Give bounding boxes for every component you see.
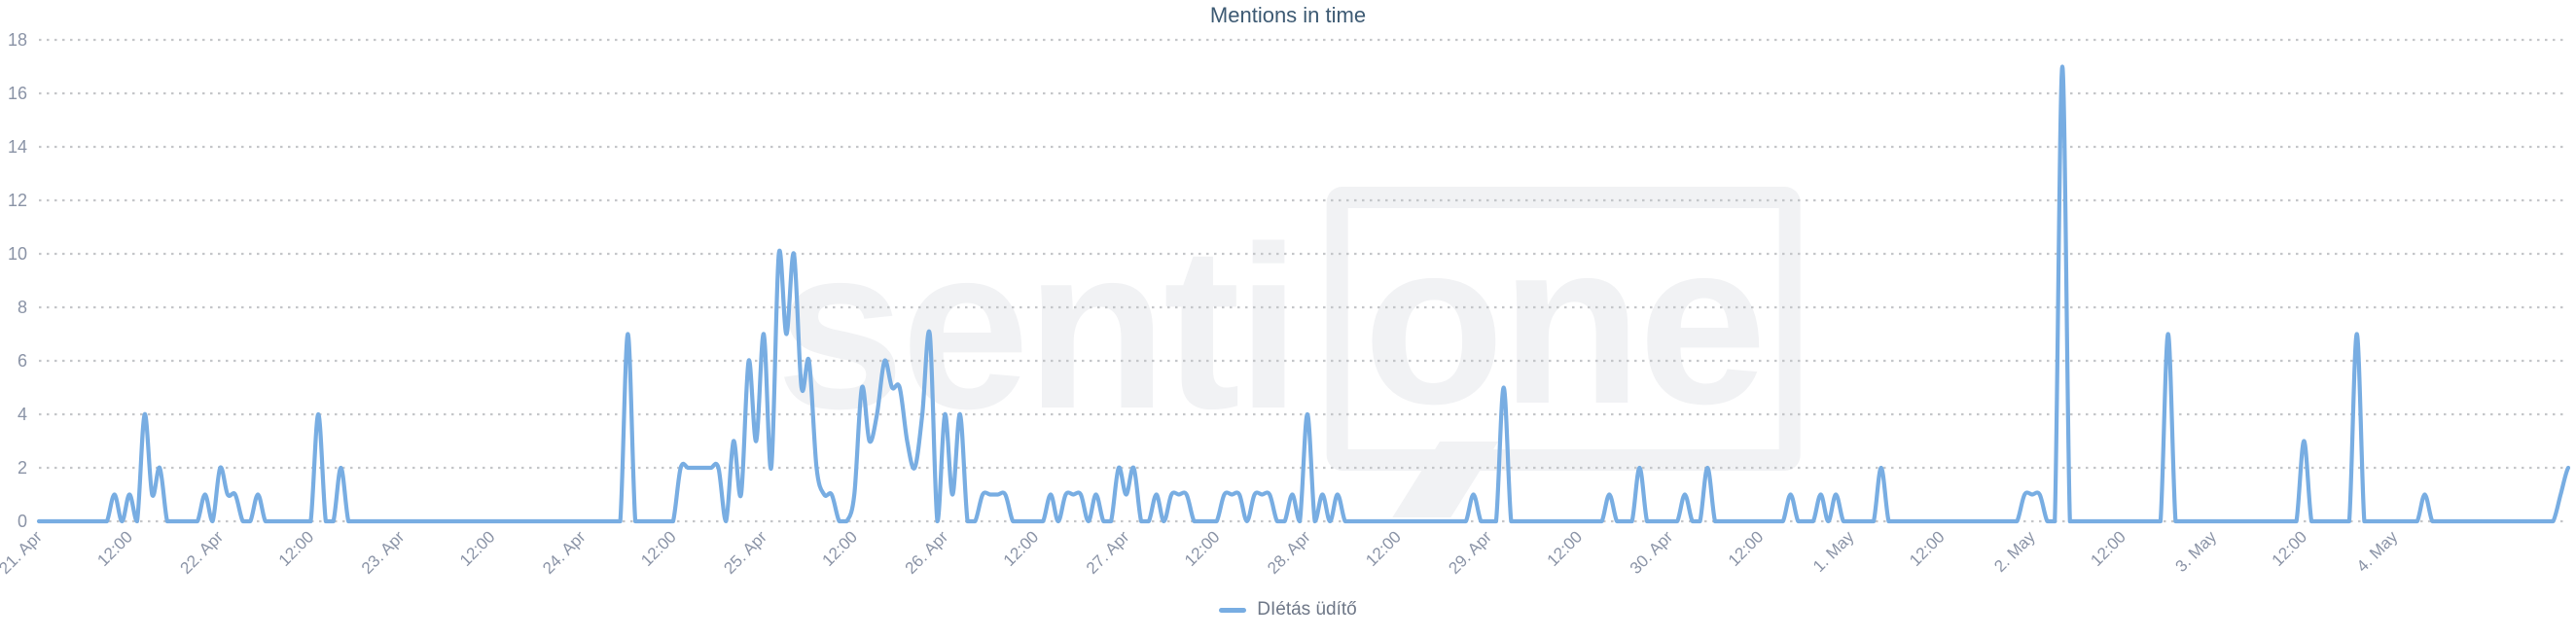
legend-label: DIétás üdítő xyxy=(1257,599,1357,620)
x-axis-label: 12:00 xyxy=(819,527,862,570)
x-axis-label: 26. Apr xyxy=(902,527,952,578)
x-axis-label: 12:00 xyxy=(1181,527,1224,570)
x-axis-label: 28. Apr xyxy=(1264,527,1314,578)
x-axis-label: 12:00 xyxy=(275,527,318,570)
x-axis-labels: 21. Apr 12:00 22. Apr 12:00 23. Apr 12:00 24. … xyxy=(0,527,2402,578)
chart-legend: DIétás üdítő xyxy=(0,599,2576,620)
y-axis-label: 16 xyxy=(8,84,27,103)
y-axis-label: 0 xyxy=(18,512,27,531)
x-axis-label: 12:00 xyxy=(637,527,680,570)
x-axis-label: 12:00 xyxy=(93,527,136,570)
y-axis-label: 14 xyxy=(8,137,27,157)
x-axis-label: 21. Apr xyxy=(0,527,46,578)
x-axis-label: 1. May xyxy=(1809,527,1858,576)
y-axis-label: 2 xyxy=(18,458,27,478)
x-axis-label: 12:00 xyxy=(1362,527,1405,570)
y-axis-label: 6 xyxy=(18,351,27,371)
x-axis-label: 25. Apr xyxy=(720,527,770,578)
x-axis-label: 2. May xyxy=(1990,527,2039,576)
y-axis-label: 18 xyxy=(8,30,27,50)
chart-title: Mentions in time xyxy=(1209,3,1367,27)
legend-line-marker-icon xyxy=(1219,607,1247,613)
x-axis-label: 12:00 xyxy=(456,527,499,570)
x-axis-label: 23. Apr xyxy=(358,527,409,578)
x-axis-label: 4. May xyxy=(2353,527,2402,576)
y-axis-labels: 0 2 4 6 8 10 12 14 16 18 xyxy=(8,30,27,531)
x-axis-label: 30. Apr xyxy=(1627,527,1677,578)
x-axis-label: 24. Apr xyxy=(539,527,590,578)
watermark-speech-bubble-icon: one xyxy=(1326,187,1801,517)
y-axis-label: 10 xyxy=(8,244,27,264)
x-axis-label: 12:00 xyxy=(1000,527,1043,570)
x-axis-label: 12:00 xyxy=(1544,527,1587,570)
legend-item[interactable]: DIétás üdítő xyxy=(1219,599,1357,620)
y-axis-label: 4 xyxy=(18,405,27,424)
x-axis-label: 22. Apr xyxy=(177,527,228,578)
x-axis-label: 27. Apr xyxy=(1083,527,1133,578)
series-line-dietas-udito[interactable] xyxy=(36,64,2571,524)
x-axis-label: 3. May xyxy=(2172,527,2221,576)
y-axis-label: 8 xyxy=(18,298,27,317)
x-axis-label: 12:00 xyxy=(1906,527,1949,570)
y-axis-label: 12 xyxy=(8,191,27,210)
watermark-text-one: one xyxy=(1363,195,1767,452)
x-axis-label: 12:00 xyxy=(2087,527,2129,570)
x-axis-label: 12:00 xyxy=(2269,527,2311,570)
x-axis-label: 29. Apr xyxy=(1445,527,1495,578)
x-axis-label: 12:00 xyxy=(1725,527,1768,570)
